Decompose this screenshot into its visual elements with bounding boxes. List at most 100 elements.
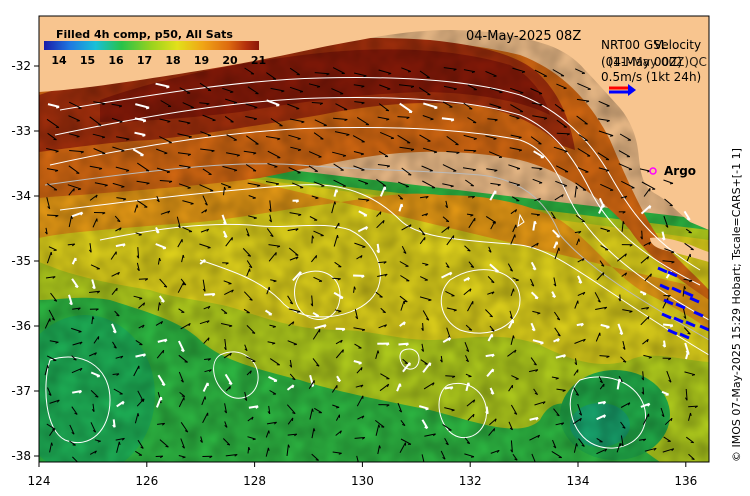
current-vector-head — [44, 231, 48, 235]
current-vector-head — [79, 367, 83, 372]
current-vector — [266, 99, 280, 107]
current-vector — [466, 213, 474, 216]
current-vector-head — [233, 169, 238, 172]
current-vector — [137, 162, 150, 172]
current-vector — [203, 337, 210, 344]
current-vector — [682, 307, 687, 319]
current-vector — [534, 69, 548, 77]
current-vector — [134, 413, 139, 424]
current-vector — [556, 132, 570, 135]
current-vector — [115, 355, 124, 359]
current-vector-head — [342, 155, 347, 157]
contour-line — [440, 269, 521, 334]
current-vector — [267, 341, 276, 344]
current-vector — [46, 251, 52, 264]
current-vector-head — [92, 316, 95, 320]
current-vector — [308, 380, 315, 390]
current-vector-head — [199, 440, 203, 443]
current-vector — [420, 359, 428, 365]
current-vector-head — [208, 369, 212, 373]
current-vector — [202, 279, 206, 292]
current-vector-head — [136, 204, 139, 208]
current-vector-head — [56, 399, 60, 403]
current-vector — [333, 234, 338, 247]
current-vector-head — [627, 402, 631, 406]
current-vector — [377, 116, 390, 120]
current-vector — [288, 321, 295, 327]
current-vector-head — [472, 169, 476, 172]
current-vector-head — [51, 442, 53, 446]
current-vector-head — [379, 211, 382, 215]
current-vector-head — [161, 382, 166, 387]
current-vector — [138, 302, 145, 309]
current-vector-head — [494, 119, 498, 122]
current-vector — [378, 150, 389, 158]
current-vector-head — [622, 221, 625, 225]
current-vector — [160, 100, 172, 107]
current-vector-head — [432, 382, 435, 386]
plot-area: Argo 04-May-2025 08Z NRT00 GSL Velocity … — [39, 16, 709, 462]
current-vector-head — [402, 321, 406, 326]
current-vector — [575, 182, 587, 191]
current-vector-head — [47, 206, 51, 210]
current-vector-head — [641, 377, 644, 381]
current-vector — [621, 221, 624, 232]
current-vector — [222, 87, 234, 93]
current-vector-head — [187, 153, 191, 156]
current-vector — [112, 146, 125, 152]
current-vector — [685, 388, 688, 401]
current-vector-head — [295, 199, 300, 203]
current-vector-head — [231, 289, 234, 293]
current-vector-head — [562, 389, 566, 392]
current-vector-head — [646, 307, 650, 310]
current-vector-head — [466, 442, 470, 445]
current-vector-head — [177, 225, 181, 229]
credit-text: © IMOS 07-May-2025 15:29 Hobart; Tscale=… — [730, 148, 743, 462]
current-vector — [577, 258, 585, 263]
current-vector-head — [142, 119, 147, 123]
current-vector-head — [665, 225, 669, 228]
current-vector — [202, 412, 209, 424]
current-vector-head — [136, 255, 140, 259]
current-vector-head — [116, 373, 120, 376]
current-vector — [111, 117, 123, 123]
current-vector-head — [509, 269, 513, 272]
current-vector-head — [223, 347, 227, 351]
qc-current-vector — [675, 302, 686, 310]
y-tick-label: -37 — [11, 384, 31, 398]
current-vector — [333, 117, 348, 120]
current-vector — [508, 181, 521, 186]
current-vector-head — [275, 183, 280, 186]
current-vector-head — [253, 217, 257, 220]
current-vector — [644, 447, 657, 452]
current-vector — [137, 439, 144, 449]
current-vector-head — [269, 219, 272, 223]
current-vector-head — [430, 118, 434, 121]
current-vector-head — [136, 268, 140, 272]
current-vector-head — [495, 270, 499, 273]
current-vector — [136, 262, 140, 271]
current-vector-head — [399, 198, 403, 200]
current-vector-head — [361, 329, 366, 332]
current-vector-head — [165, 445, 169, 448]
current-vector-head — [466, 349, 470, 352]
legend-line1: NRT00 GSL — [601, 38, 668, 52]
current-vector — [71, 406, 78, 415]
current-vector — [530, 357, 537, 366]
current-vector — [313, 181, 325, 187]
current-vector — [464, 453, 475, 458]
current-vector-head — [122, 243, 126, 247]
current-vector-head — [514, 458, 518, 461]
current-vector — [289, 212, 302, 216]
current-vector-head — [425, 213, 429, 217]
current-vector-head — [556, 318, 561, 321]
current-vector-head — [119, 227, 122, 231]
x-tick-label: 124 — [28, 474, 51, 488]
current-vector — [247, 447, 250, 454]
current-vector — [418, 87, 431, 96]
current-vector-head — [496, 449, 500, 453]
current-vector — [201, 396, 206, 406]
current-vector-head — [281, 90, 285, 93]
current-vector-head — [576, 443, 578, 447]
current-vector-head — [606, 230, 611, 232]
